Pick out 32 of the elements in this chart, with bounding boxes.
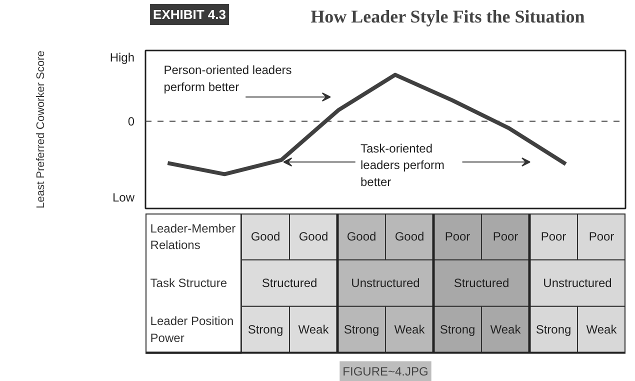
text: Strong: [440, 322, 476, 337]
chart-subtitle: EXHIBIT 4.3: [153, 7, 226, 22]
text: Strong: [344, 322, 380, 337]
text: High: [110, 50, 135, 64]
text: Weak: [490, 322, 521, 337]
text: Poor: [540, 230, 566, 244]
text: Strong: [536, 322, 572, 337]
annotation: Task-oriented leaders perform better: [360, 141, 445, 189]
text: Structured: [262, 276, 318, 290]
text: Weak: [586, 322, 617, 337]
category-label: Task Structure: [150, 276, 228, 290]
text: Unstructured: [351, 276, 420, 290]
text: Structured: [454, 276, 510, 290]
category-label: Leader Position Power: [150, 314, 234, 345]
text: Weak: [298, 322, 329, 337]
text: Unstructured: [543, 276, 612, 290]
text: Good: [298, 230, 328, 244]
text: Good: [346, 230, 376, 244]
text: Poor: [588, 230, 614, 244]
text: Poor: [492, 230, 518, 244]
category-label: Leader-Member Relations: [150, 221, 236, 252]
chart-title: How Leader Style Fits the Situation: [310, 6, 585, 26]
text: Weak: [394, 322, 425, 337]
ref-line-label: 0: [128, 114, 135, 128]
text: Good: [394, 230, 424, 244]
text: Strong: [248, 322, 284, 337]
text: Low: [112, 190, 135, 204]
text: Good: [250, 230, 280, 244]
y-axis-title: Least Preferred Coworker Score: [34, 50, 47, 208]
text: FIGURE~4.JPG: [342, 364, 428, 378]
text: Poor: [444, 230, 470, 244]
annotation: Person-oriented leaders perform better: [164, 63, 292, 94]
